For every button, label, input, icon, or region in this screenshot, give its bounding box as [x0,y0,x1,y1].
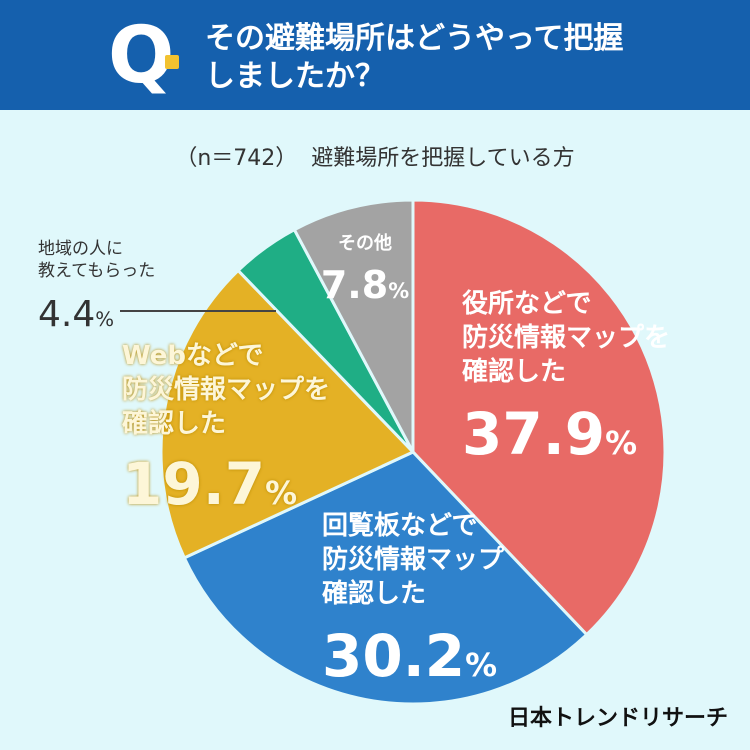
sample-description: 避難場所を把握している方 [311,146,575,171]
slice-circular [182,450,589,706]
slice-value-circular: 30.2% [322,619,504,694]
slice-value-other: 7.8% [320,261,410,310]
slice-other [292,198,415,453]
slice-value-city-office: 37.9% [462,397,670,472]
slice-label-other: その他 7.8% [320,232,410,311]
value-unit: % [265,474,298,513]
slice-label-web: Webなどで 防災情報マップを 確認した 19.7% [122,340,330,523]
value-number: 19.7 [122,450,266,519]
slice-city-office [411,198,667,637]
slice-label-line: 防災情報マップを [462,322,671,353]
question-line-2: しましたか？ [205,59,385,94]
leader-line [120,310,276,312]
slice-label-line: 防災情報マップを [122,374,331,405]
value-unit: % [95,308,115,332]
q-dot-icon [165,55,179,69]
slice-label-circular: 回覧板などで 防災情報マップ 確認した 30.2% [322,510,504,695]
slice-label-line: 確認した [322,578,427,609]
slice-label-line: 役所などで [462,289,592,319]
slice-label-line: 回覧板などで [322,511,478,541]
slice-label-line: 確認した [462,356,567,387]
slice-label-line: 確認した [122,408,227,439]
sample-caption: （n＝742） 避難場所を把握している方 [0,140,750,172]
q-mark: Q [108,11,175,101]
value-number: 30.2 [322,622,466,691]
question-line-1: その避難場所はどうやって把握 [205,21,624,56]
sample-size: （n＝742） [175,146,298,171]
slice-value-neighbors: 4.4% [38,292,155,339]
slice-label-line: 教えてもらった [38,261,156,282]
question-text: その避難場所はどうやって把握 しましたか？ [205,20,725,96]
slice-value-web: 19.7% [122,447,330,522]
question-header: Q その避難場所はどうやって把握 しましたか？ [0,0,750,110]
slice-web [159,268,416,560]
value-number: 37.9 [462,400,606,469]
value-unit: % [388,279,410,304]
slice-label-line: その他 [338,233,392,254]
slice-label-line: Webなどで [122,341,264,371]
value-unit: % [605,424,638,463]
brand-logo: 日本トレンドリサーチ [507,706,728,731]
slice-label-neighbors: 地域の人に 教えてもらった 4.4% [38,238,155,339]
slice-label-city-office: 役所などで 防災情報マップを 確認した 37.9% [462,288,670,473]
value-unit: % [465,646,498,685]
value-number: 7.8 [320,263,389,308]
slice-label-line: 防災情報マップ [322,544,505,575]
slice-label-line: 地域の人に [38,239,123,259]
value-number: 4.4 [38,294,96,336]
